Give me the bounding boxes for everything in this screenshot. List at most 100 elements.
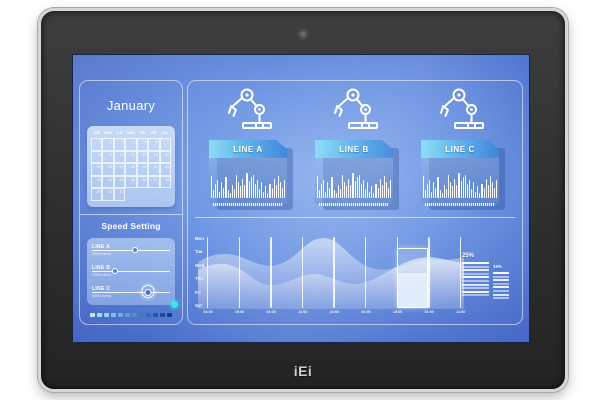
waveform-bar (450, 182, 452, 198)
waveform-bar (487, 185, 489, 198)
waveform-bar (433, 182, 435, 198)
robot-arm-icon (228, 88, 272, 129)
stat-label: 15% (493, 264, 502, 269)
waveform-bar (267, 192, 269, 198)
calendar-cell: 28 (159, 175, 171, 189)
waveform-bar (284, 179, 286, 198)
waveform-bar (462, 177, 464, 198)
chart-time-label: 15:00 (234, 310, 245, 314)
calendar-cell: 11 (125, 150, 137, 164)
stat-stripe (493, 272, 509, 274)
waveform-bar (273, 178, 275, 198)
chart-selection-fill (397, 273, 428, 307)
calendar-cell: 17 (113, 163, 126, 176)
waveform-bar (460, 181, 462, 198)
stat-column: 25% (462, 253, 489, 297)
stat-stripe (493, 289, 509, 292)
waveform-chart (315, 158, 393, 204)
stat-label: 25% (462, 253, 475, 259)
slider-knob-ring (141, 285, 155, 298)
waveform-bar (225, 177, 227, 198)
accent-dot (171, 301, 178, 308)
waveform-bar (379, 178, 381, 198)
waveform-bar (318, 190, 320, 198)
line-card[interactable]: LINE B (315, 86, 399, 210)
progress-dot (104, 313, 109, 318)
calendar-cell: 6 (148, 138, 160, 151)
stat-stripe (462, 272, 489, 275)
slider-knob[interactable] (131, 247, 138, 253)
waveform-bar (250, 177, 252, 198)
chart-time-label: 23:00 (329, 310, 339, 314)
calendar-day-header: SAT (162, 131, 169, 135)
waveform-chart (209, 158, 287, 204)
waveform-bar (494, 187, 496, 198)
calendar-day-header: SUN (93, 131, 101, 135)
chart-gridline (301, 237, 304, 308)
calendar-day-header: MON (104, 131, 112, 135)
stat-stripe (493, 297, 509, 300)
waveform-bar (333, 190, 335, 198)
line-card[interactable]: LINE C (421, 86, 505, 210)
waveform-bar (350, 185, 352, 198)
line-card[interactable]: LINE A (209, 86, 293, 210)
waveform-bar (277, 175, 279, 198)
waveform-bar (464, 174, 466, 198)
calendar-cell: 29 (91, 188, 103, 201)
slider-track[interactable] (92, 271, 170, 273)
slider-value: (3000 mm/s) (92, 252, 112, 256)
calendar-cell: 19 (136, 163, 149, 176)
stat-stripe (462, 265, 489, 268)
waveform-bar (483, 187, 485, 198)
calendar-cell: 13 (148, 150, 160, 164)
calendar-cell: 18 (125, 163, 137, 176)
waveform-bar (327, 182, 329, 198)
stats-panel: 25% 15% (462, 253, 514, 309)
waveform-bar (316, 175, 318, 198)
waveform-bar (424, 190, 426, 198)
waveform-bar (223, 187, 225, 198)
progress-dot (160, 313, 165, 318)
speed-slider-row: LINE A (3000 mm/s) (92, 244, 170, 262)
calendar-cell: 15 (91, 163, 103, 176)
calendar-day-header: THU (139, 131, 146, 135)
stat-stripe (493, 286, 509, 289)
stat-stripe (462, 294, 489, 297)
progress-dot (153, 313, 158, 318)
chart-time-label: 04:00 (203, 310, 213, 314)
chart-gridline (365, 237, 367, 308)
waveform-bar (477, 186, 479, 198)
waveform-bar (435, 187, 437, 198)
calendar-cell: 8 (91, 150, 103, 164)
stat-stripe (462, 279, 489, 282)
camera-icon (297, 28, 309, 40)
slider-track[interactable] (92, 292, 170, 294)
waveform-bar (360, 183, 362, 198)
waveform-bar (458, 173, 460, 198)
slider-track[interactable] (92, 250, 170, 252)
panel-divider (195, 217, 515, 218)
waveform-bar (331, 177, 333, 198)
calendar-day-header: TUE (116, 131, 123, 135)
speed-setting-title: Speed Setting (101, 221, 161, 231)
waveform-bar (452, 186, 454, 198)
robot-arm-icon (334, 88, 378, 129)
waveform-bar (371, 186, 373, 198)
chart-selection[interactable] (396, 248, 429, 308)
progress-dot (111, 313, 116, 318)
waveform-bar (373, 192, 375, 198)
stat-stripe (462, 290, 489, 293)
waveform-bar (369, 191, 371, 198)
progress-dot (146, 313, 151, 318)
calendar-cell: 1 (91, 138, 103, 151)
calendar-cell (148, 188, 159, 201)
waveform-bar (383, 175, 385, 198)
slider-knob[interactable] (112, 268, 119, 274)
waveform-bar (348, 178, 350, 198)
calendar-card: SUN MON TUE WED THU FRI SAT 1 2 3 4 5 6 7 8 9 10 11 12 13 1… (87, 126, 175, 207)
waveform-bar (246, 173, 248, 198)
waveform-bar (385, 182, 387, 198)
waveform-bar (364, 188, 367, 198)
waveform-bar (468, 179, 470, 198)
waveform-bar (375, 183, 377, 198)
